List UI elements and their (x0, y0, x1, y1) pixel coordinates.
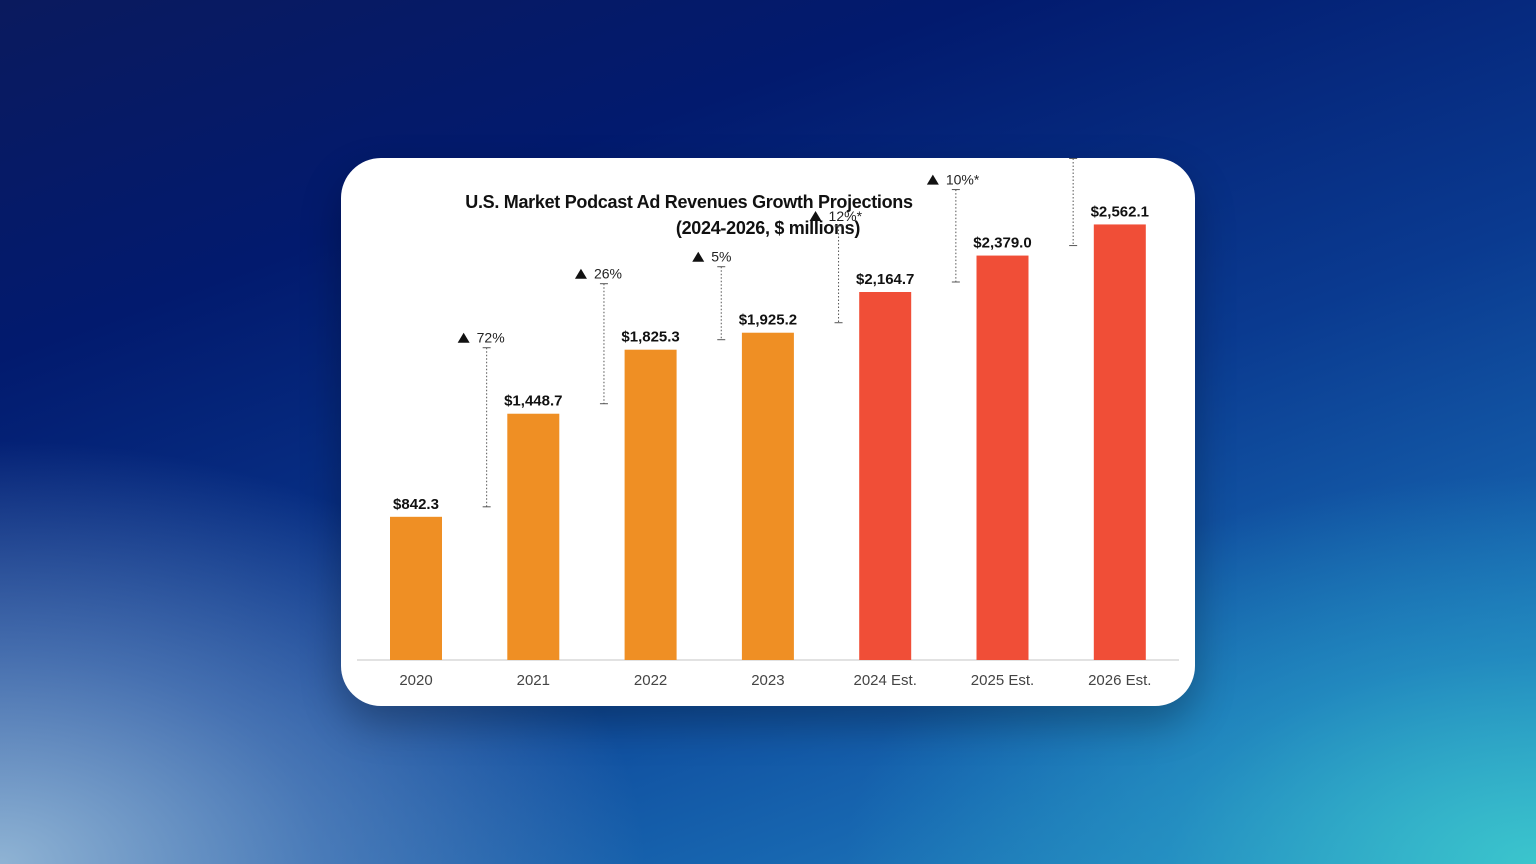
up-arrow-icon-3 (809, 211, 822, 222)
bar-0 (390, 516, 442, 660)
value-label-4: $2,164.7 (856, 271, 914, 288)
bar-2 (624, 349, 677, 660)
up-arrow-icon-2 (692, 251, 705, 262)
value-label-3: $1,925.2 (739, 312, 797, 329)
bar-5 (976, 255, 1029, 660)
growth-label-0: 72% (477, 330, 505, 346)
up-arrow-icon-4 (926, 174, 939, 185)
x-tick-label-5: 2025 Est. (971, 672, 1034, 689)
bar-3 (741, 332, 794, 660)
x-tick-label-0: 2020 (399, 672, 432, 689)
value-label-0: $842.3 (393, 496, 439, 513)
bar-1 (507, 413, 560, 660)
growth-label-3: 12%* (829, 208, 863, 224)
bar-chart: $842.3 2020 $1,448.7 2021 $1,825.3 2022 $1,925… (357, 158, 1179, 689)
growth-label-4: 10%* (946, 172, 980, 188)
growth-label-2: 5% (711, 249, 731, 265)
chart-title: U.S. Market Podcast Ad Revenues Growth P… (465, 192, 913, 212)
growth-label-1: 26% (594, 266, 622, 282)
up-arrow-icon-1 (574, 268, 587, 279)
value-label-6: $2,562.1 (1091, 203, 1149, 220)
chart-card: U.S. Market Podcast Ad Revenues Growth P… (341, 158, 1195, 706)
x-tick-label-1: 2021 (517, 672, 550, 689)
up-arrow-icon-0 (457, 332, 470, 343)
value-label-1: $1,448.7 (504, 393, 562, 410)
x-tick-label-2: 2022 (634, 672, 667, 689)
x-tick-label-4: 2024 Est. (854, 672, 917, 689)
value-label-2: $1,825.3 (621, 329, 679, 346)
x-tick-label-6: 2026 Est. (1088, 672, 1151, 689)
x-tick-label-3: 2023 (751, 672, 784, 689)
value-label-5: $2,379.0 (973, 235, 1031, 252)
bar-4 (859, 292, 912, 660)
chart-subtitle: (2024-2026, $ millions) (675, 218, 861, 238)
bar-6 (1093, 224, 1146, 660)
